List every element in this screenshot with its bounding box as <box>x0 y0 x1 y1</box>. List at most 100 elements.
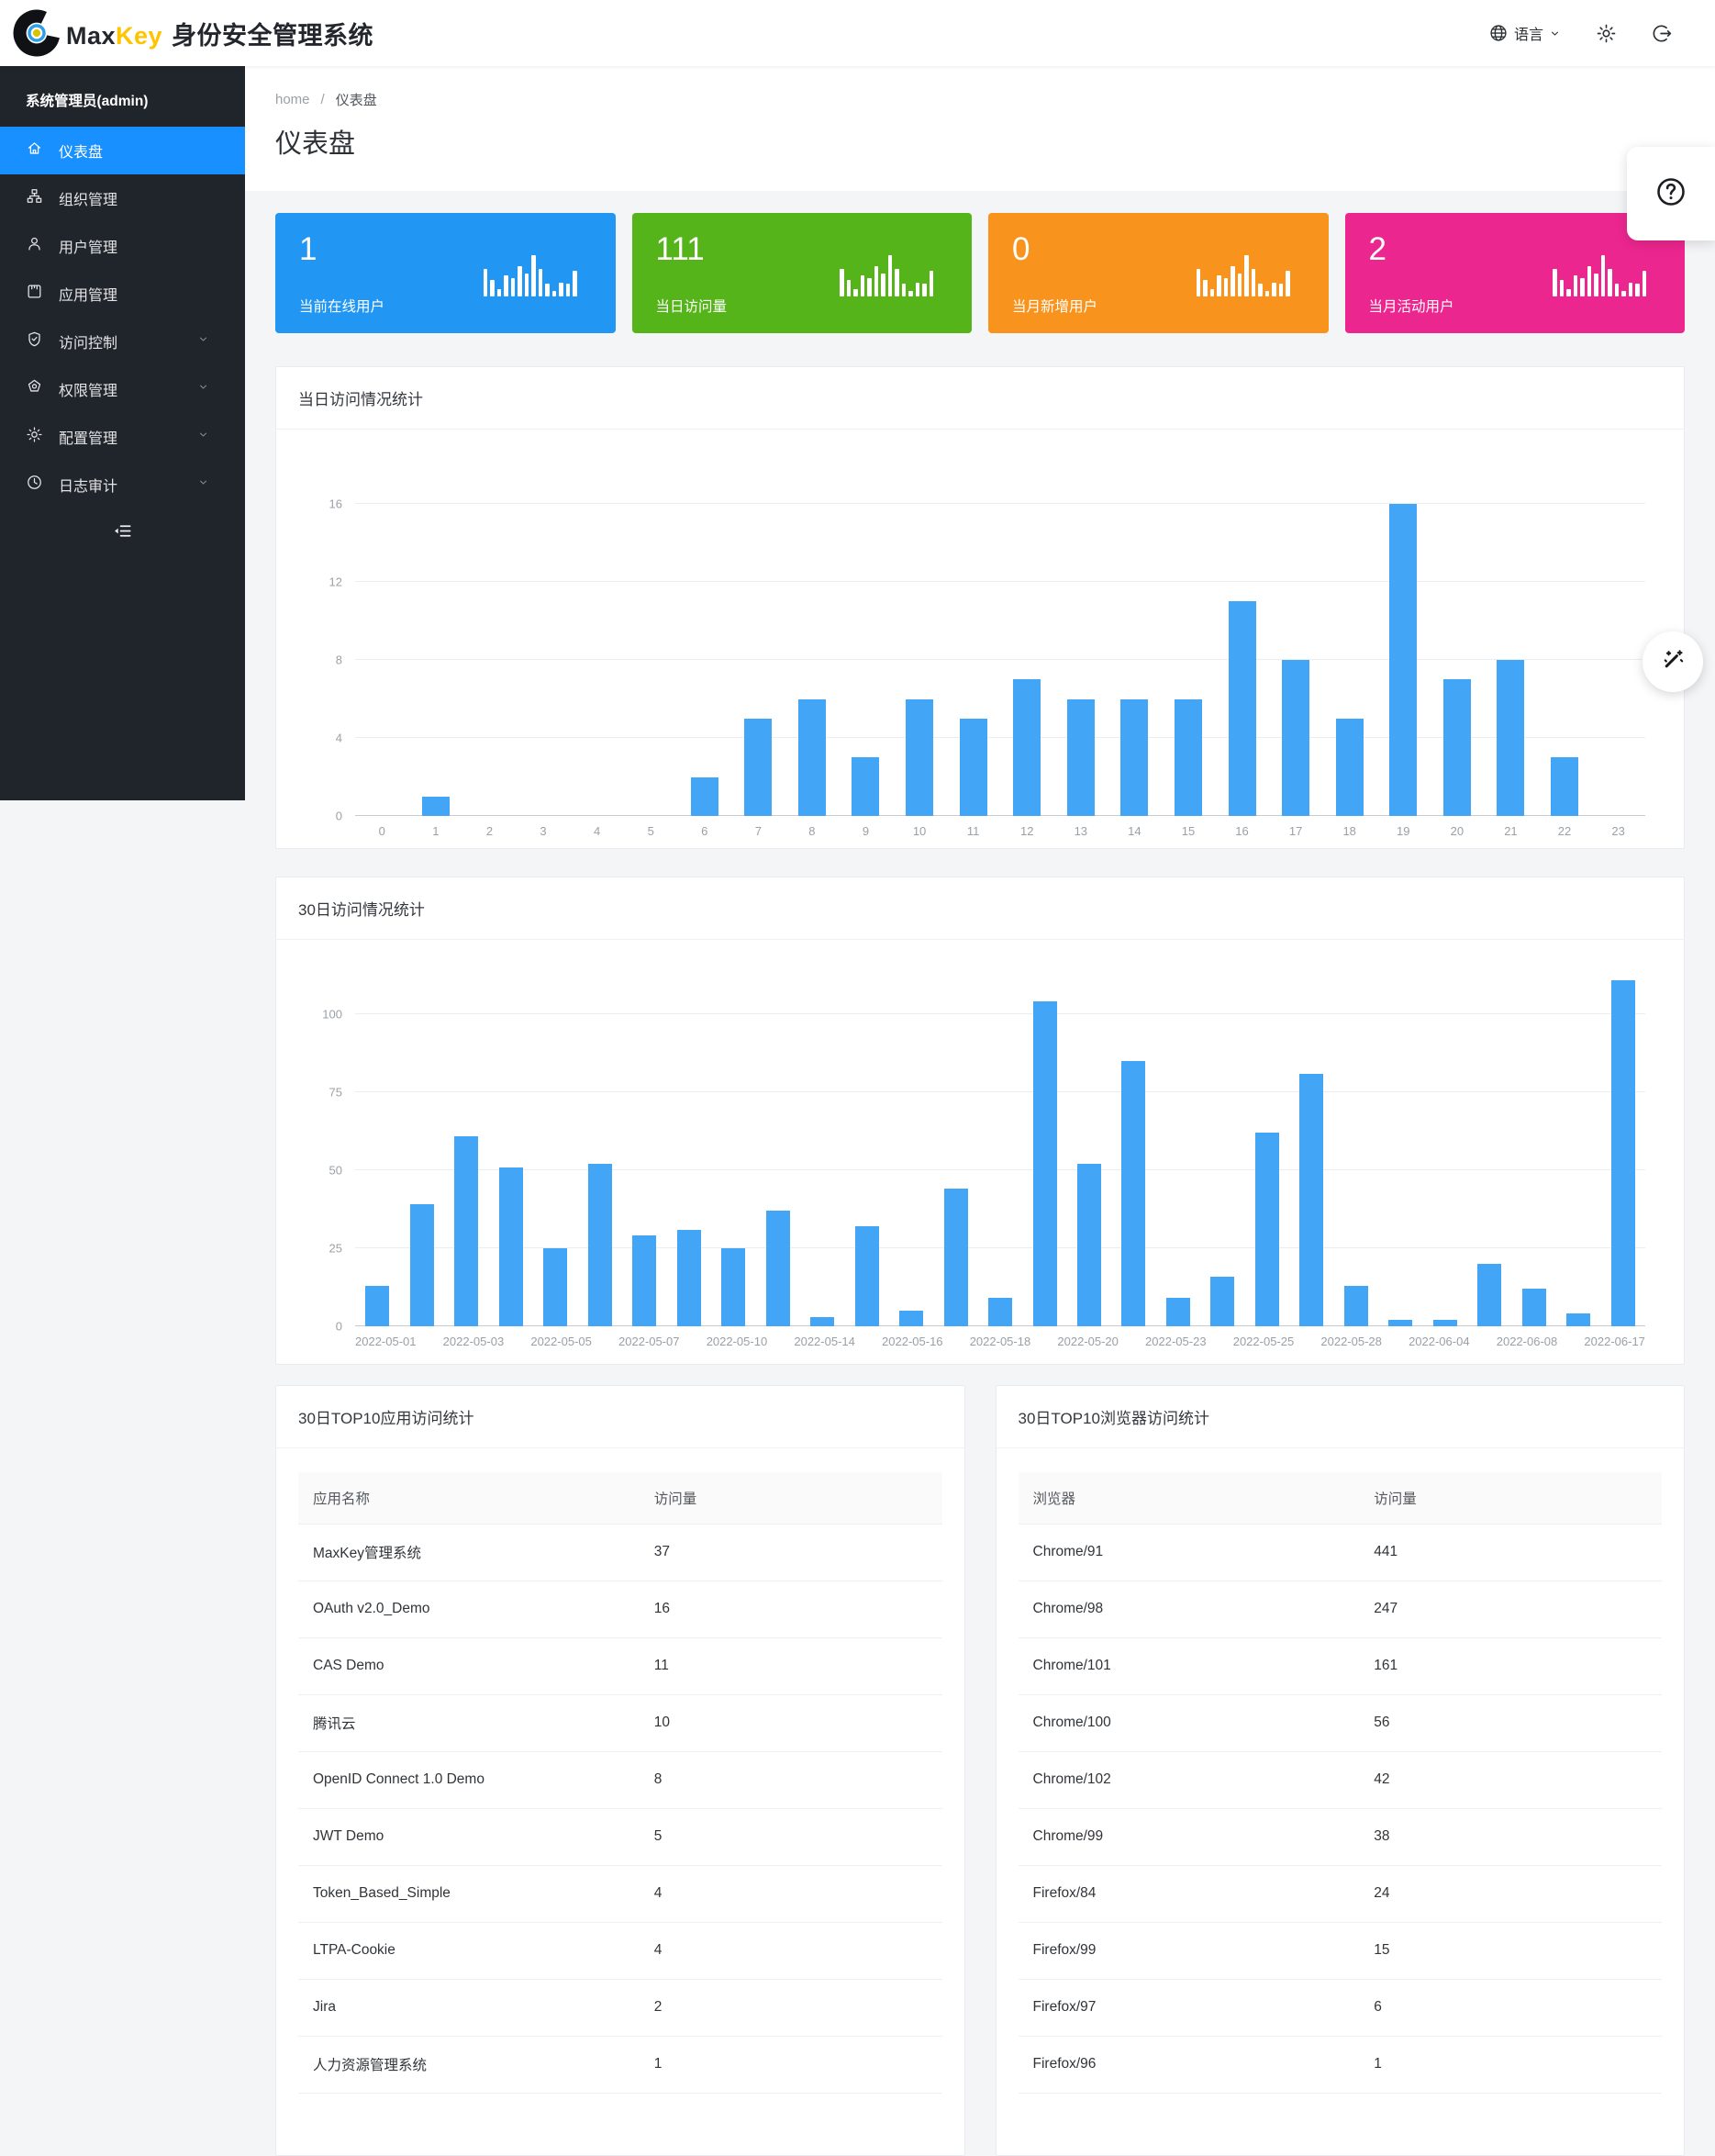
chevron-down-icon <box>197 333 225 350</box>
bar-slot <box>570 463 624 816</box>
bar-slot <box>622 973 666 1326</box>
panel-daily-visits: 当日访问情况统计 0 4 8 12 16 0 1 2 3 4 5 6 7 8 9 10 11 12 13 14 15 16… <box>275 366 1685 849</box>
x-axis-tick-label: 12 <box>1019 824 1034 838</box>
table-row: Chrome/98 247 <box>1018 1581 1662 1638</box>
cell-count: 1 <box>639 2036 942 2094</box>
logout-icon <box>1652 23 1673 44</box>
settings-button[interactable] <box>1596 23 1617 44</box>
menu-fold-button[interactable] <box>0 508 245 558</box>
chart-bar <box>543 1248 568 1326</box>
sidebar-item-仪表盘[interactable]: 仪表盘 <box>0 127 245 174</box>
theme-wand-button[interactable] <box>1643 631 1703 692</box>
x-axis-tick-label: 20 <box>1450 824 1464 838</box>
panel-title: 当日访问情况统计 <box>276 367 1684 430</box>
x-axis-tick-label: 7 <box>754 824 762 838</box>
cell-name: LTPA-Cookie <box>298 1922 640 1980</box>
help-button[interactable] <box>1627 147 1715 240</box>
chart-bar <box>906 698 934 816</box>
sidebar-item-组织管理[interactable]: 组织管理 <box>0 174 245 222</box>
language-label: 语言 <box>1513 28 1543 43</box>
x-axis-labels: 2022-05-01 2022-05-03 2022-05-05 2022-05-07… <box>355 1335 1645 1348</box>
sidebar-item-访问控制[interactable]: 访问控制 <box>0 318 245 365</box>
x-axis-tick-label <box>855 1335 882 1348</box>
user-icon <box>26 235 59 257</box>
cell-name: Chrome/98 <box>1018 1581 1360 1638</box>
x-axis-tick-label: 4 <box>593 824 601 838</box>
chart-bar <box>632 1235 657 1326</box>
cell-name: Chrome/101 <box>1018 1637 1360 1695</box>
y-axis-tick-label: 16 <box>329 497 342 511</box>
chart-bar <box>365 1285 390 1326</box>
sidebar-item-用户管理[interactable]: 用户管理 <box>0 222 245 270</box>
table-row: Chrome/102 42 <box>1018 1751 1662 1809</box>
bar-slot <box>1378 973 1422 1326</box>
column-header: 访问量 <box>639 1472 942 1525</box>
permission-icon <box>26 378 59 400</box>
bar-slot <box>1431 463 1485 816</box>
chart-bar <box>852 757 880 816</box>
table-header-row: 应用名称 访问量 <box>298 1472 942 1525</box>
sidebar-item-label: 组织管理 <box>59 193 118 208</box>
cell-count: 24 <box>1359 1865 1662 1923</box>
chart-bar <box>1521 1289 1546 1326</box>
cell-count: 10 <box>639 1694 942 1752</box>
bar-slot <box>1156 973 1200 1326</box>
sidebar-item-label: 仪表盘 <box>59 145 104 161</box>
bar-slot <box>800 973 844 1326</box>
cell-count: 38 <box>1359 1808 1662 1866</box>
language-menu[interactable]: 语言 <box>1488 22 1561 44</box>
chart-bar <box>1120 698 1149 816</box>
y-axis-tick-label: 25 <box>329 1241 342 1256</box>
chart-bar <box>1497 660 1525 816</box>
gridline <box>355 737 1645 738</box>
sidebar-item-权限管理[interactable]: 权限管理 <box>0 365 245 413</box>
cell-count: 4 <box>639 1922 942 1980</box>
x-axis-tick-label <box>417 1335 443 1348</box>
cell-count: 11 <box>639 1637 942 1695</box>
chart-bar <box>1076 1164 1101 1326</box>
chevron-down-icon <box>1549 28 1561 39</box>
stat-card-value: 111 <box>655 231 705 267</box>
x-axis-tick-label: 16 <box>1235 824 1249 838</box>
gridline <box>355 581 1645 582</box>
chevron-down-icon <box>197 429 225 445</box>
x-axis-tick-label: 23 <box>1611 824 1625 838</box>
chart-bar <box>1299 1073 1324 1326</box>
shield-check-icon <box>26 330 59 352</box>
magic-wand-icon <box>1661 647 1686 676</box>
sidebar-item-label: 应用管理 <box>59 288 118 304</box>
bar-slot <box>1215 463 1269 816</box>
breadcrumb-home[interactable]: home <box>275 91 310 107</box>
table-row: Token_Based_Simple 4 <box>298 1865 942 1923</box>
bar-slot <box>1484 463 1538 816</box>
chart-bar <box>1032 1001 1057 1326</box>
chart-bar <box>1388 1320 1413 1326</box>
chart-bar <box>1066 698 1095 816</box>
chevron-down-icon <box>197 381 225 397</box>
sidebar-item-日志审计[interactable]: 日志审计 <box>0 461 245 508</box>
chart-bar <box>810 1316 835 1326</box>
bar-slot <box>731 463 785 816</box>
x-axis-tick-label: 2022-06-04 <box>1409 1335 1470 1348</box>
sidebar-item-应用管理[interactable]: 应用管理 <box>0 270 245 318</box>
chart-bar <box>765 1211 790 1326</box>
bar-slot <box>711 973 755 1326</box>
logout-button[interactable] <box>1652 23 1673 44</box>
x-axis-tick-label: 2022-06-08 <box>1496 1335 1558 1348</box>
x-axis-tick-label: 2022-05-25 <box>1232 1335 1295 1348</box>
bar-slot <box>1467 973 1511 1326</box>
x-axis-tick-label <box>1470 1335 1497 1348</box>
chart-bar <box>1442 679 1471 816</box>
table-row: CAS Demo 11 <box>298 1637 942 1695</box>
sidebar-item-label: 用户管理 <box>59 240 118 256</box>
stat-card-当前在线用户: 1 当前在线用户 <box>275 213 616 333</box>
column-header: 浏览器 <box>1018 1472 1360 1525</box>
sidebar-item-配置管理[interactable]: 配置管理 <box>0 413 245 461</box>
x-axis-tick-label: 19 <box>1397 824 1410 838</box>
bar-slot <box>785 463 840 816</box>
panel-title: 30日TOP10应用访问统计 <box>276 1386 964 1448</box>
page-title: 仪表盘 <box>275 129 356 159</box>
top10-apps-table: 应用名称 访问量 MaxKey管理系统 37 OAuth v2.0_Demo 16 CAS … <box>298 1472 942 2094</box>
x-axis-tick-label: 5 <box>647 824 654 838</box>
chart-bar <box>1174 698 1202 816</box>
